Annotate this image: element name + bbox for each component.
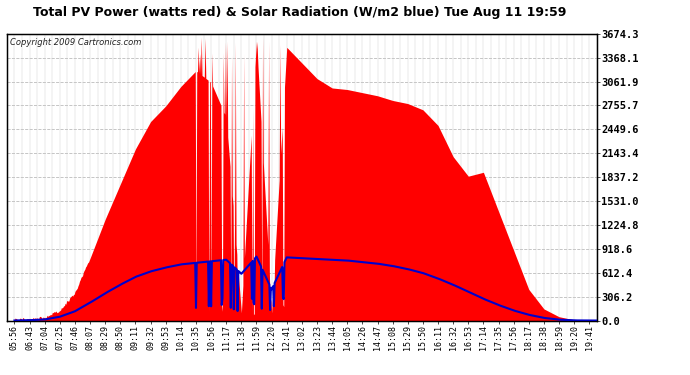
Text: Total PV Power (watts red) & Solar Radiation (W/m2 blue) Tue Aug 11 19:59: Total PV Power (watts red) & Solar Radia…	[33, 6, 567, 19]
Text: Copyright 2009 Cartronics.com: Copyright 2009 Cartronics.com	[10, 38, 141, 47]
